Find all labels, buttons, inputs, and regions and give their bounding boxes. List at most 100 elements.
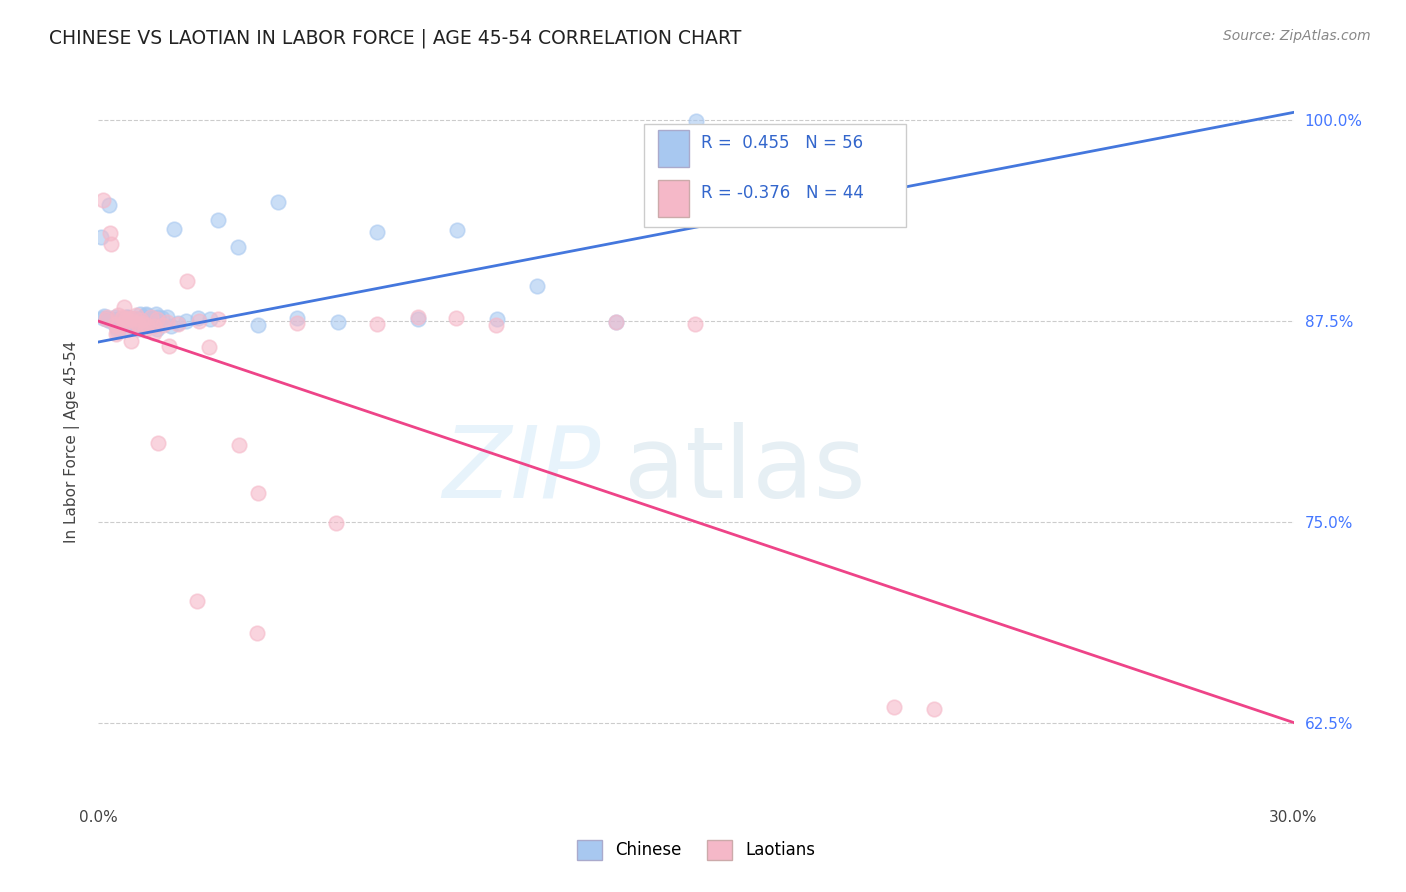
Point <box>111 313 134 327</box>
Point <box>198 312 221 326</box>
Point <box>325 516 347 530</box>
Point <box>146 312 169 326</box>
Point <box>100 226 122 240</box>
Point <box>198 340 221 354</box>
Point <box>187 311 209 326</box>
Point <box>141 310 163 325</box>
Point <box>124 311 146 326</box>
Point <box>98 314 121 328</box>
Point <box>135 308 157 322</box>
Point <box>114 314 136 328</box>
Point <box>136 318 159 332</box>
Point <box>120 310 142 325</box>
Point <box>406 310 429 324</box>
Point <box>159 318 181 333</box>
Point <box>685 113 707 128</box>
Point <box>100 237 122 252</box>
Point <box>107 312 129 326</box>
Point <box>135 315 157 329</box>
Point <box>167 316 190 330</box>
Point <box>605 315 627 329</box>
Point <box>132 318 155 332</box>
Point <box>146 435 169 450</box>
Text: atlas: atlas <box>624 422 866 519</box>
Point <box>145 307 167 321</box>
Point <box>138 317 160 331</box>
Point <box>157 339 180 353</box>
Point <box>128 318 150 333</box>
Point <box>127 322 149 336</box>
Point <box>107 318 129 333</box>
Point <box>163 222 186 236</box>
Point <box>152 318 174 333</box>
Point <box>139 311 162 326</box>
Point <box>146 312 169 326</box>
Point <box>285 316 308 330</box>
Point <box>526 278 548 293</box>
Point <box>174 314 197 328</box>
Point <box>922 701 945 715</box>
Point <box>104 317 127 331</box>
Point <box>110 316 132 330</box>
Point <box>485 311 508 326</box>
Point <box>150 311 173 326</box>
Point <box>142 318 165 333</box>
Point <box>128 318 150 332</box>
Point <box>484 318 506 332</box>
Point <box>115 310 138 324</box>
Point <box>127 316 149 330</box>
Point <box>883 700 905 714</box>
Point <box>207 311 229 326</box>
Point <box>91 193 114 207</box>
Point <box>156 310 179 324</box>
Point <box>143 311 166 326</box>
Point <box>146 310 169 325</box>
Point <box>98 198 121 212</box>
Point <box>444 310 467 325</box>
Point <box>120 334 142 348</box>
Point <box>176 274 198 288</box>
Legend: Chinese, Laotians: Chinese, Laotians <box>571 833 821 867</box>
Point <box>134 322 156 336</box>
Point <box>115 310 138 324</box>
Point <box>93 309 115 323</box>
Point <box>96 312 118 326</box>
Point <box>111 317 134 331</box>
Point <box>267 195 290 210</box>
Point <box>105 326 128 340</box>
Point <box>139 314 162 328</box>
Point <box>107 308 129 322</box>
Y-axis label: In Labor Force | Age 45-54: In Labor Force | Age 45-54 <box>65 341 80 542</box>
Point <box>683 317 706 331</box>
Point <box>112 314 135 328</box>
Point <box>156 316 179 330</box>
Point <box>118 313 141 327</box>
Point <box>104 318 127 333</box>
Point <box>104 312 127 326</box>
Point <box>125 309 148 323</box>
Point <box>94 311 117 326</box>
Point <box>287 311 309 326</box>
Point <box>96 312 118 326</box>
Point <box>131 315 153 329</box>
Point <box>128 316 150 330</box>
Point <box>105 326 128 341</box>
Point <box>187 314 209 328</box>
Point <box>120 318 142 332</box>
Point <box>131 316 153 330</box>
Point <box>105 322 128 336</box>
Point <box>246 485 269 500</box>
Point <box>111 310 134 324</box>
Text: ZIP: ZIP <box>441 422 600 519</box>
Point <box>366 317 388 331</box>
Point <box>129 307 152 321</box>
Point <box>104 310 127 324</box>
Point <box>145 321 167 335</box>
Point <box>135 307 157 321</box>
Point <box>125 312 148 326</box>
Point <box>118 316 141 330</box>
Point <box>366 225 388 239</box>
Point <box>142 326 165 340</box>
Point <box>328 315 350 329</box>
Point <box>446 223 468 237</box>
